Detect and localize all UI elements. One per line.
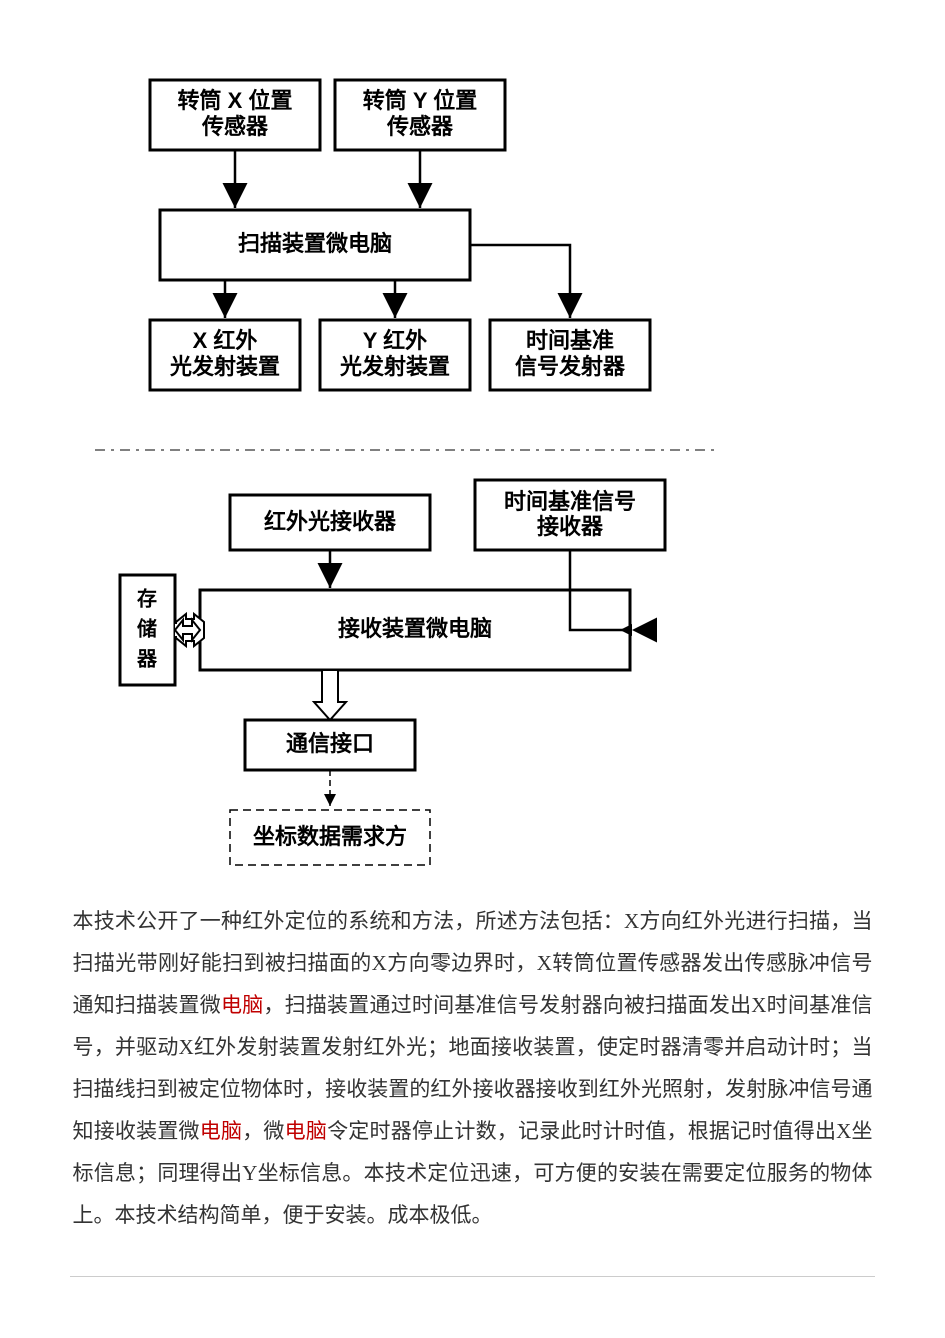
node-ir-receiver: 红外光接收器 [230,495,430,550]
node-label: 转筒 Y 位置 [363,88,478,113]
body-text-run: Y [242,1161,257,1185]
node-label: 扫描装置微电脑 [238,231,392,256]
highlight-text: 电脑 [221,993,263,1017]
edge-mcu-comm [314,670,346,720]
node-storage: 存 储 器 [120,575,175,685]
body-text-run: X [751,993,766,1017]
description-paragraph: 本技术公开了一种红外定位的系统和方法，所述方法包括：X方向红外光进行扫描，当扫描… [73,900,873,1236]
highlight-text: 电脑 [285,1119,327,1143]
node-label: 传感器 [386,114,454,139]
page: 转筒 X 位置 传感器 转筒 Y 位置 传感器 扫描装置微电脑 X 红外 光发射… [0,0,945,1277]
node-scanner-mcu: 扫描装置微电脑 [160,210,470,280]
node-label: 时间基准信号 [504,489,636,514]
node-time-ref-tx: 时间基准 信号发射器 [490,320,650,390]
body-text-run: X [179,1035,194,1059]
node-label: 信号发射器 [515,354,626,379]
body-text-run: 令定时器停止计数，记录此时计时值，根据记时值得出 [327,1119,836,1143]
edge [470,245,570,318]
body-text-run: 方向零边界时， [387,951,537,975]
body-text-run: ，扫描装置通过时间基准信号发射器向被扫描面发出 [263,993,751,1017]
node-label: 传感器 [201,114,269,139]
node-receiver-mcu: 接收装置微电脑 [200,590,630,670]
node-label: 存 [137,586,157,610]
node-comm-interface: 通信接口 [245,720,415,770]
body-text-run: X [624,909,639,933]
node-label: 储 [137,616,157,640]
node-label: 光发射装置 [339,354,450,379]
node-label: Y 红外 [363,328,427,353]
node-y-ir-emitter: Y 红外 光发射装置 [320,320,470,390]
node-rotor-x-sensor: 转筒 X 位置 传感器 [150,80,320,150]
node-time-ref-rx: 时间基准信号 接收器 [475,480,665,550]
highlight-text: 电脑 [200,1119,242,1143]
node-label: 时间基准 [526,328,614,353]
node-label: 接收器 [537,514,604,539]
bottom-rule [70,1276,875,1277]
node-label: 转筒 X 位置 [178,88,293,113]
node-rotor-y-sensor: 转筒 Y 位置 传感器 [335,80,505,150]
node-label: 通信接口 [286,731,374,756]
node-label: 红外光接收器 [264,509,397,534]
diagram-2: 红外光接收器 时间基准信号 接收器 接收装置微电脑 存 储 器 [120,480,665,865]
node-label: 器 [136,647,158,670]
node-label: 坐标数据需求方 [253,824,407,849]
node-data-consumer: 坐标数据需求方 [230,810,430,865]
diagram-1: 转筒 X 位置 传感器 转筒 Y 位置 传感器 扫描装置微电脑 X 红外 光发射… [150,80,650,390]
body-text-run: X [537,951,552,975]
node-label: 光发射装置 [169,354,280,379]
body-text-run: X [836,1119,851,1143]
node-label: X 红外 [193,328,258,353]
node-label: 接收装置微电脑 [338,616,492,641]
body-text-run: 本技术公开了一种红外定位的系统和方法，所述方法包括： [73,909,625,933]
body-text-run: X [372,951,387,975]
body-text-run: ，微 [242,1119,284,1143]
diagrams-svg: 转筒 X 位置 传感器 转筒 Y 位置 传感器 扫描装置微电脑 X 红外 光发射… [0,0,945,880]
node-x-ir-emitter: X 红外 光发射装置 [150,320,300,390]
